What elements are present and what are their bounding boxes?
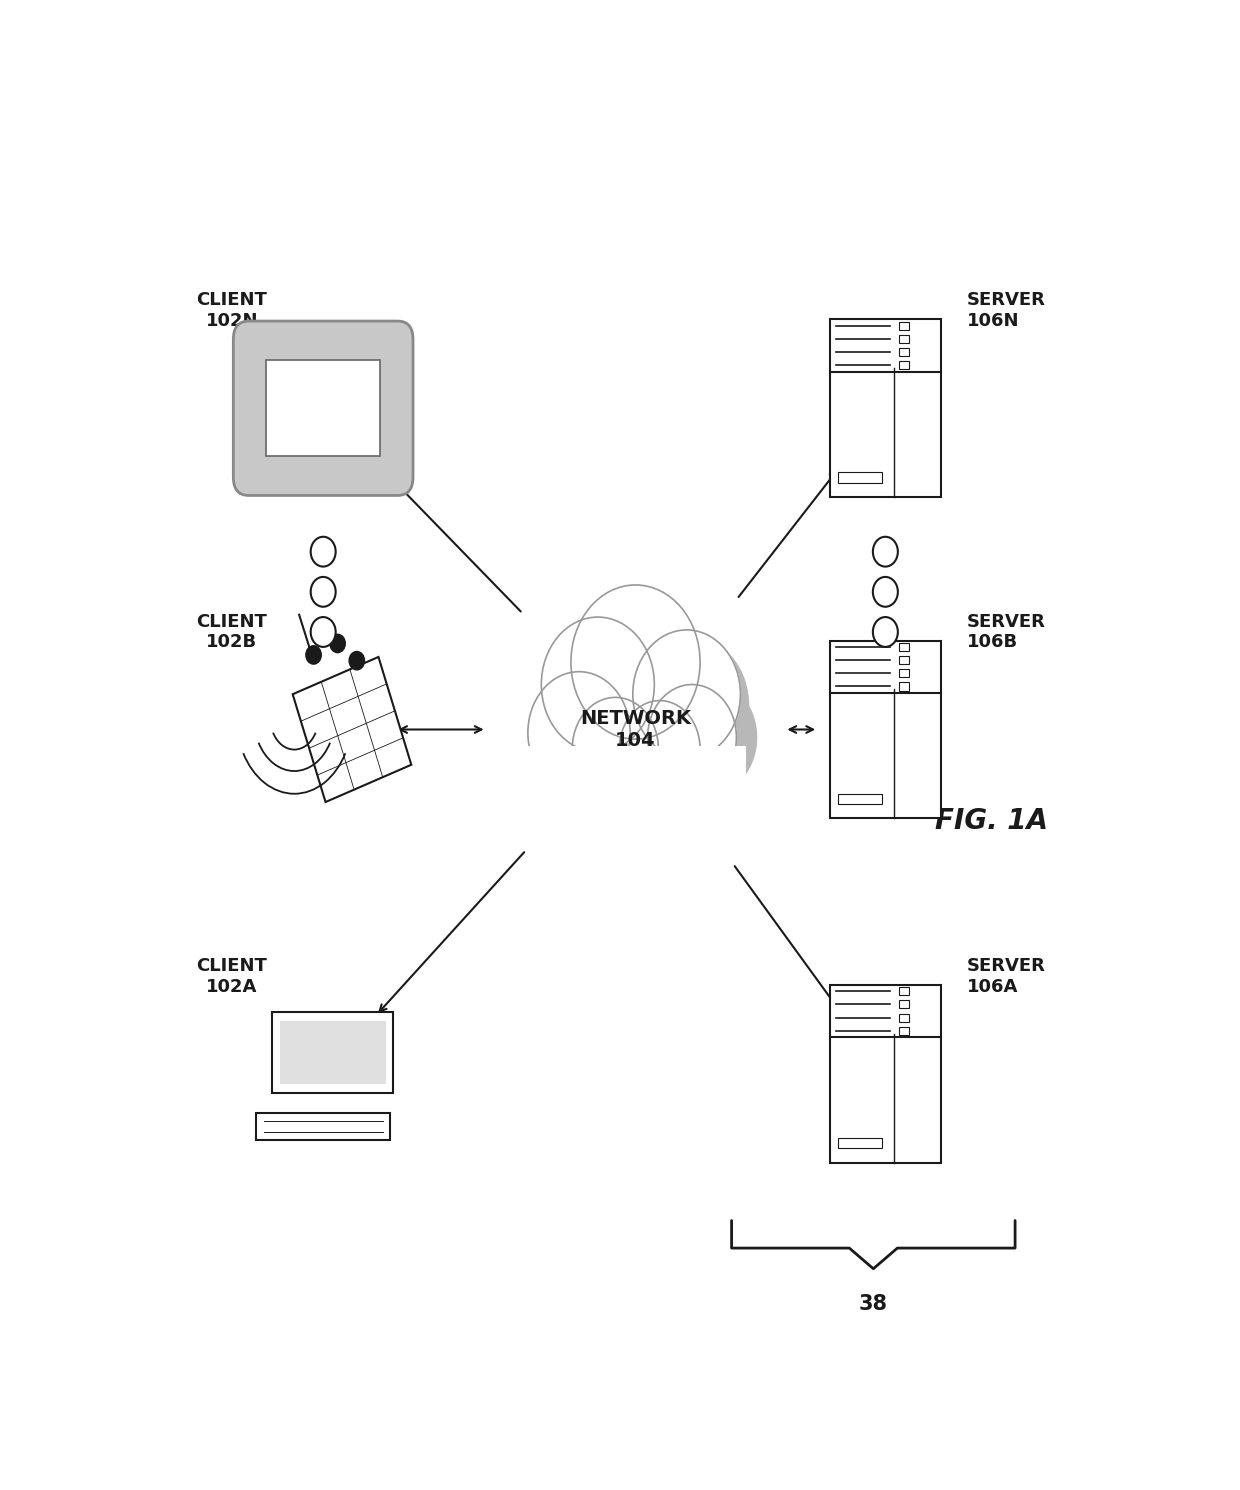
Circle shape bbox=[528, 672, 630, 794]
Bar bbox=[899, 682, 909, 690]
Bar bbox=[899, 656, 909, 665]
Bar bbox=[899, 669, 909, 678]
Bar bbox=[526, 745, 745, 802]
Bar bbox=[899, 988, 909, 995]
Bar bbox=[899, 1000, 909, 1009]
Circle shape bbox=[542, 617, 655, 752]
Circle shape bbox=[570, 586, 701, 739]
Text: CLIENT
102A: CLIENT 102A bbox=[196, 957, 268, 995]
Bar bbox=[830, 641, 941, 818]
Circle shape bbox=[350, 651, 365, 670]
Circle shape bbox=[311, 536, 336, 566]
Bar bbox=[838, 794, 882, 805]
Bar bbox=[899, 644, 909, 651]
Bar bbox=[830, 319, 941, 498]
Bar bbox=[899, 349, 909, 356]
Text: SERVER
106N: SERVER 106N bbox=[967, 292, 1045, 331]
Bar bbox=[830, 985, 941, 1162]
Circle shape bbox=[632, 630, 740, 758]
Polygon shape bbox=[293, 657, 412, 802]
Text: CLIENT
102B: CLIENT 102B bbox=[196, 612, 268, 651]
Text: 38: 38 bbox=[859, 1293, 888, 1314]
Circle shape bbox=[306, 645, 321, 665]
Bar bbox=[280, 1021, 386, 1085]
Circle shape bbox=[662, 681, 756, 794]
Circle shape bbox=[619, 700, 701, 797]
FancyBboxPatch shape bbox=[233, 320, 413, 496]
Circle shape bbox=[311, 617, 336, 647]
Circle shape bbox=[873, 617, 898, 647]
Circle shape bbox=[584, 665, 687, 787]
Bar bbox=[899, 335, 909, 343]
Bar bbox=[838, 472, 882, 483]
Text: SERVER
106B: SERVER 106B bbox=[967, 612, 1045, 651]
Text: CLIENT
102N: CLIENT 102N bbox=[196, 292, 268, 331]
Bar bbox=[899, 322, 909, 329]
Bar bbox=[273, 1012, 393, 1094]
Bar bbox=[899, 361, 909, 370]
Text: SERVER
106A: SERVER 106A bbox=[967, 957, 1045, 995]
Bar bbox=[255, 1113, 391, 1140]
Bar bbox=[838, 1138, 882, 1149]
Circle shape bbox=[873, 536, 898, 566]
Circle shape bbox=[647, 684, 737, 791]
Bar bbox=[899, 1027, 909, 1034]
Circle shape bbox=[635, 638, 749, 773]
Circle shape bbox=[330, 635, 345, 653]
Text: NETWORK
104: NETWORK 104 bbox=[580, 709, 691, 749]
Circle shape bbox=[573, 697, 658, 800]
Text: FIG. 1A: FIG. 1A bbox=[935, 808, 1048, 836]
Circle shape bbox=[873, 577, 898, 606]
Circle shape bbox=[311, 577, 336, 606]
Bar bbox=[267, 361, 381, 456]
Bar bbox=[899, 1013, 909, 1022]
